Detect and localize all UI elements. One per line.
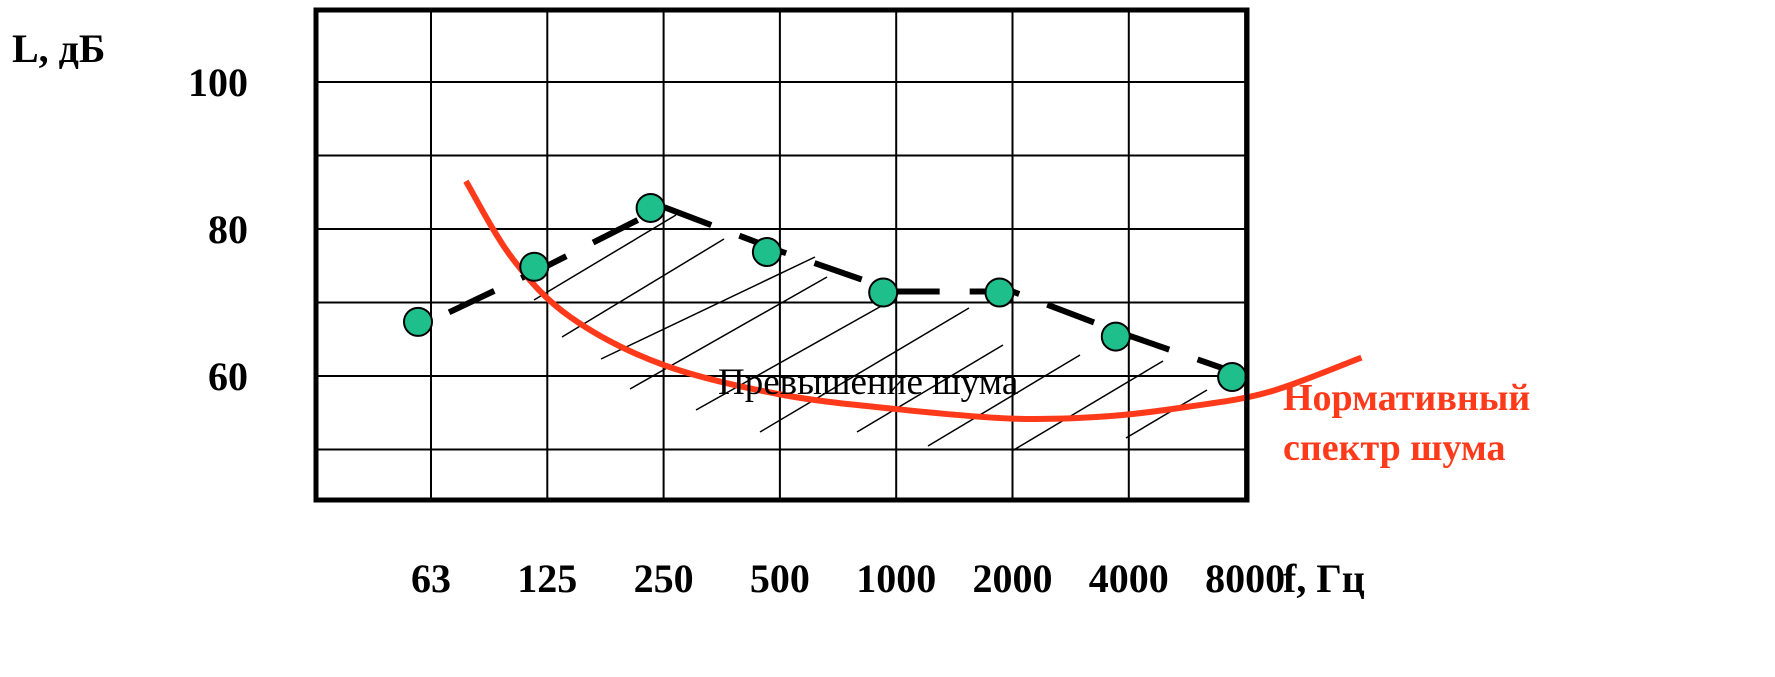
hatch-line: [695, 303, 886, 411]
x-tick-label: 500: [750, 556, 810, 601]
series-markers: [403, 192, 1248, 392]
hatch-line: [856, 344, 1004, 433]
x-axis-label: f, Гц: [1283, 556, 1365, 601]
exceedance-hatching: [533, 214, 1208, 452]
hatch-line: [759, 307, 970, 433]
x-tick-label: 2000: [973, 556, 1053, 601]
hatch-line: [927, 354, 1081, 447]
data-point-marker: [868, 277, 899, 308]
x-tick-label: 4000: [1089, 556, 1169, 601]
data-point-marker: [403, 306, 433, 337]
y-tick-label: 100: [188, 60, 248, 105]
y-tick-label: 60: [208, 354, 248, 399]
norm-spectrum-label: Нормативный спектр шума: [1283, 377, 1530, 469]
hatch-line: [600, 256, 816, 360]
data-point-marker: [751, 237, 782, 268]
series-lines: [429, 179, 1363, 423]
x-tick-label: 1000: [856, 556, 936, 601]
x-tick-label: 250: [634, 556, 694, 601]
hatch-line: [1125, 389, 1208, 439]
y-axis-label: L, дБ: [12, 26, 105, 71]
hatch-line: [629, 276, 828, 390]
data-point-marker: [1100, 321, 1131, 352]
series-line-norm: [463, 179, 1363, 423]
norm-label-line: Нормативный: [1283, 377, 1530, 419]
plot-frame: [313, 7, 1250, 503]
norm-label-line: спектр шума: [1283, 427, 1506, 469]
data-point-marker: [1217, 362, 1248, 392]
hatch-line: [1011, 360, 1164, 452]
data-point-marker: [519, 251, 550, 282]
data-point-marker: [635, 192, 666, 223]
x-tick-label: 125: [517, 556, 577, 601]
x-tick-label: 8000: [1205, 556, 1285, 601]
exceedance-annotation: Превышение шума: [718, 362, 1018, 403]
hatch-line: [533, 214, 677, 301]
y-tick-label: 80: [208, 207, 248, 252]
series-line-measured: [429, 203, 1247, 379]
x-tick-label: 63: [411, 556, 451, 601]
data-point-marker: [984, 277, 1015, 308]
y-tick-labels: 100 80 60: [188, 60, 248, 399]
hatch-line: [561, 238, 725, 338]
x-tick-labels: 63 125 250 500 1000 2000 4000 8000: [411, 556, 1285, 601]
